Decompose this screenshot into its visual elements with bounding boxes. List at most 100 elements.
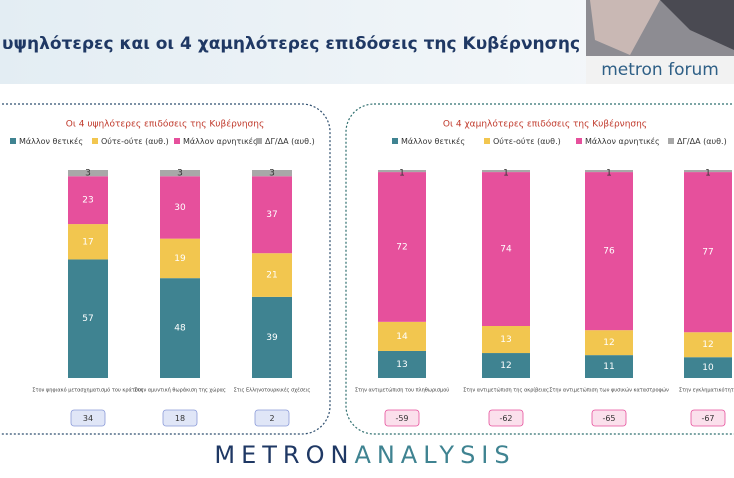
value-label: 1 xyxy=(606,169,612,179)
slide-title: υψηλότερες και οι 4 χαμηλότερες επιδόσει… xyxy=(2,34,580,54)
value-label: 48 xyxy=(174,324,186,334)
panel xyxy=(0,103,331,435)
category-label: Στην αντιμετώπιση του πληθωρισμού xyxy=(355,387,449,394)
chart-title: Οι 4 υψηλότερες επιδόσεις της Κυβέρνησης xyxy=(66,119,264,130)
legend-label: ΔΓ/ΔΑ (αυθ.) xyxy=(265,137,315,146)
value-label: 12 xyxy=(603,338,614,348)
value-label: 11 xyxy=(603,362,614,372)
net-label: 2 xyxy=(269,414,274,423)
legend-swatch xyxy=(174,138,180,144)
bar-segment xyxy=(482,172,530,326)
value-label: 1 xyxy=(399,169,405,179)
net-box xyxy=(488,409,524,427)
category-label: Στον ψηφιακό μετασχηματισμό του κράτους xyxy=(32,387,143,394)
net-label: 34 xyxy=(83,414,93,423)
legend-swatch xyxy=(392,138,398,144)
legend-swatch xyxy=(576,138,582,144)
value-label: 37 xyxy=(266,210,277,220)
value-label: 12 xyxy=(500,361,511,371)
legend-swatch xyxy=(10,138,16,144)
bar-segment xyxy=(482,326,530,354)
bar-segment xyxy=(160,176,200,239)
bar-segment xyxy=(252,296,292,378)
value-label: 72 xyxy=(396,242,407,252)
bar-segment xyxy=(378,170,426,173)
category-label: Στην αντιμετώπιση της ακρίβειας xyxy=(463,387,549,394)
category-label: Στην εγκληματικότητα xyxy=(679,387,734,394)
chart-title: Οι 4 χαμηλότερες επιδόσεις της Κυβέρνηση… xyxy=(443,119,647,130)
net-label: -67 xyxy=(701,414,714,423)
bar-segment xyxy=(252,170,292,177)
bar-segment xyxy=(585,330,633,356)
category-label: Στην αμυντική θωράκιση της χώρας xyxy=(134,387,226,394)
net-box xyxy=(162,409,198,427)
bar-segment xyxy=(378,172,426,322)
bar-segment xyxy=(160,238,200,279)
brand-light: ANALYSIS xyxy=(354,441,515,469)
legend-swatch xyxy=(668,138,674,144)
net-label: -62 xyxy=(499,414,512,423)
value-label: 1 xyxy=(705,169,711,179)
legend-swatch xyxy=(256,138,262,144)
net-box xyxy=(254,409,290,427)
bar-segment xyxy=(684,332,732,358)
value-label: 17 xyxy=(82,237,93,247)
net-label: -65 xyxy=(602,414,615,423)
footer-brand: METRONANALYSIS xyxy=(214,441,515,469)
value-label: 21 xyxy=(266,271,277,281)
bar-segment xyxy=(684,357,732,378)
value-label: 76 xyxy=(603,247,615,257)
bar-segment xyxy=(378,321,426,351)
bar-segment xyxy=(585,170,633,173)
value-label: 23 xyxy=(82,196,93,206)
bar-segment xyxy=(160,170,200,177)
net-box xyxy=(384,409,420,427)
value-label: 12 xyxy=(702,340,713,350)
bar-segment xyxy=(68,170,108,177)
legend-label: Ούτε-ούτε (αυθ.) xyxy=(101,136,169,146)
bar-segment xyxy=(378,350,426,378)
bar-segment xyxy=(252,176,292,254)
net-label: 18 xyxy=(175,414,185,423)
bar-segment xyxy=(482,170,530,173)
bar-segment xyxy=(160,278,200,378)
value-label: 74 xyxy=(500,245,512,255)
bar-segment xyxy=(482,353,530,378)
legend-label: Ούτε-ούτε (αυθ.) xyxy=(493,136,561,146)
legend-swatch xyxy=(92,138,98,144)
value-label: 10 xyxy=(702,363,714,373)
logo-strip xyxy=(586,56,734,84)
value-label: 3 xyxy=(177,169,183,179)
legend-label: Μάλλον αρνητικές xyxy=(585,136,660,146)
value-label: 57 xyxy=(82,314,93,324)
bar-segment xyxy=(684,170,732,173)
logo-text: metron forum xyxy=(601,60,719,80)
bar-segment xyxy=(68,224,108,260)
value-label: 3 xyxy=(269,169,275,179)
value-label: 39 xyxy=(266,333,278,343)
legend-label: ΔΓ/ΔΑ (αυθ.) xyxy=(677,137,727,146)
bar-segment xyxy=(585,172,633,331)
value-label: 19 xyxy=(174,254,186,264)
logo-art xyxy=(660,0,734,50)
value-label: 30 xyxy=(174,203,186,213)
brand-dark: METRON xyxy=(214,441,354,469)
legend-label: Μάλλον θετικές xyxy=(401,136,465,146)
net-box xyxy=(690,409,726,427)
net-label: -59 xyxy=(395,414,408,423)
value-label: 3 xyxy=(85,169,91,179)
bar-segment xyxy=(68,259,108,378)
value-label: 13 xyxy=(500,335,511,345)
legend-swatch xyxy=(484,138,490,144)
legend-label: Μάλλον αρνητικές xyxy=(183,136,258,146)
bar-segment xyxy=(684,172,732,333)
net-box xyxy=(591,409,627,427)
value-label: 77 xyxy=(702,248,713,258)
value-label: 13 xyxy=(396,360,407,370)
panel xyxy=(345,103,734,435)
bar-segment xyxy=(252,253,292,297)
category-label: Στις Ελληνοτουρκικές σχέσεις xyxy=(234,387,311,394)
logo-art xyxy=(590,0,660,55)
category-label: Στην αντιμετώπιση των φυσικών καταστροφώ… xyxy=(549,387,669,394)
